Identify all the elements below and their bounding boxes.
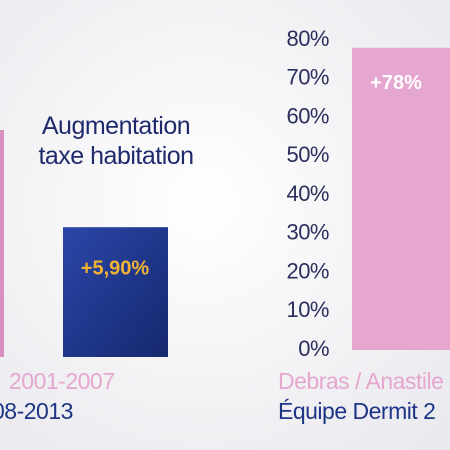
y-tick-label: 50%: [286, 142, 329, 167]
y-tick-label: 0%: [298, 336, 329, 361]
y-tick-label: 30%: [286, 220, 329, 245]
y-tick-label: 60%: [286, 103, 329, 128]
y-tick-label: 70%: [286, 65, 329, 90]
cut-bar-edge: [0, 130, 4, 357]
y-tick-label: 80%: [286, 26, 329, 51]
y-tick-label: 10%: [286, 297, 329, 322]
legend-label: 08-2013: [0, 398, 73, 424]
value-label: +78%: [370, 72, 422, 94]
legend-label: Équipe Dermit 2: [278, 398, 435, 424]
value-label: +5,90%: [81, 257, 150, 279]
bar: [63, 227, 168, 357]
chart-title: Augmentation taxe habitation: [38, 112, 193, 170]
y-tick-label: 20%: [286, 258, 329, 283]
y-tick-label: 40%: [286, 181, 329, 206]
bar: [352, 47, 450, 350]
legend-label: 2001-2007: [9, 368, 115, 394]
legend-label: Debras / Anastile: [278, 368, 443, 394]
